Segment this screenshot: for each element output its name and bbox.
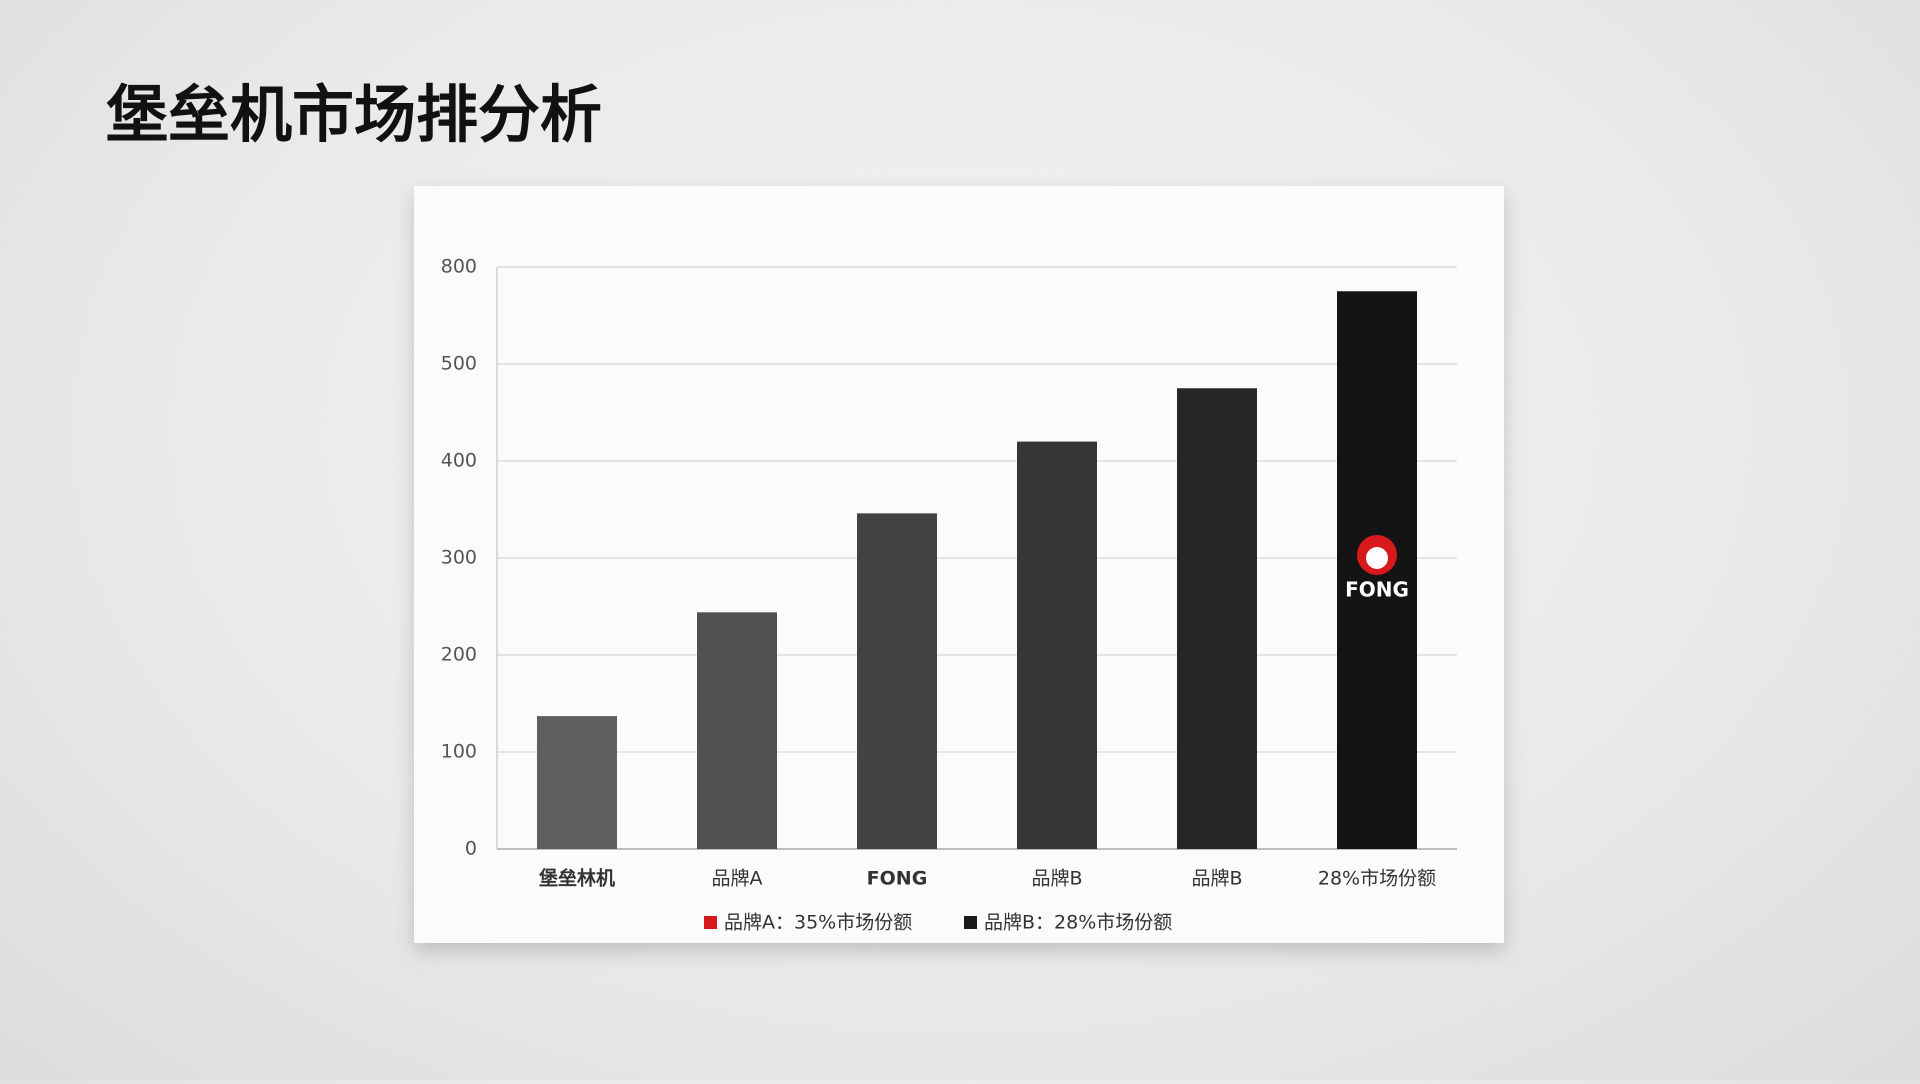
inset-logo: FONG [1345, 578, 1409, 602]
bar [697, 612, 777, 849]
y-tick-label: 300 [441, 547, 477, 569]
bar [537, 716, 617, 849]
bar [1017, 441, 1097, 849]
legend-swatch [704, 916, 717, 929]
x-tick-label: FONG [867, 868, 928, 890]
x-tick-label: 品牌B [1031, 868, 1082, 890]
legend-label: 品牌B：28%市场份额 [984, 912, 1172, 934]
y-tick-label: 100 [441, 741, 477, 763]
y-tick-label: 0 [465, 838, 477, 860]
bar [1177, 388, 1257, 849]
y-tick-label: 200 [441, 644, 477, 666]
bar [857, 513, 937, 849]
legend-swatch [964, 916, 977, 929]
x-tick-label: 28%市场份额 [1318, 868, 1436, 890]
x-tick-label: 品牌A [712, 868, 763, 890]
logo-icon-inner [1366, 547, 1388, 569]
y-tick-label: 800 [441, 256, 477, 278]
legend-label: 品牌A：35%市场份额 [724, 912, 912, 934]
chart-title: 堡垒机市场排分析 [106, 78, 602, 151]
x-tick-label: 品牌B [1191, 868, 1242, 890]
y-tick-label: 400 [441, 450, 477, 472]
y-tick-label: 500 [441, 353, 477, 375]
x-tick-label: 堡垒林机 [539, 867, 615, 890]
